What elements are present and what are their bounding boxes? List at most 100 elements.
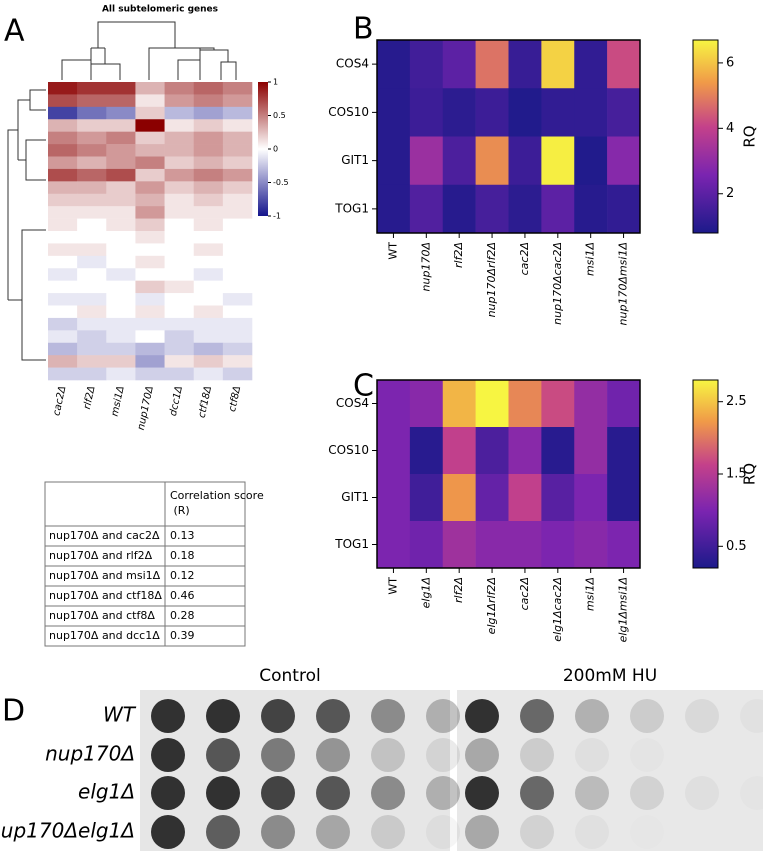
heatmap-cell xyxy=(475,184,509,234)
heatmap-cell xyxy=(77,131,107,145)
heatmap-cell xyxy=(48,181,78,195)
heatmap-cell xyxy=(541,380,575,428)
table-cell: nup170Δ and dcc1Δ xyxy=(49,629,160,642)
heatmap-cell xyxy=(164,330,195,344)
colony-spot xyxy=(206,699,240,733)
colony-spot xyxy=(206,776,240,810)
heatmap-cell xyxy=(48,193,78,207)
heatmap-cell xyxy=(135,168,165,182)
colony-spot xyxy=(630,776,664,810)
heatmap-cell xyxy=(222,342,253,356)
row-label: GIT1 xyxy=(341,153,369,167)
heatmap-cell xyxy=(377,136,411,186)
row-label: COS4 xyxy=(336,57,369,71)
heatmap-cell xyxy=(135,330,165,344)
table-cell: 0.12 xyxy=(170,569,195,582)
colony-spot xyxy=(426,738,460,772)
heatmap-cell xyxy=(541,136,575,186)
strain-label: elg1Δ xyxy=(78,780,135,804)
heatmap-cell xyxy=(77,119,107,132)
colony-spot xyxy=(520,776,554,810)
column-label: nup170Δ xyxy=(419,242,432,291)
heatmap-cell xyxy=(607,88,641,137)
heatmap-cell xyxy=(193,181,224,195)
heatmap-cell xyxy=(48,94,78,108)
heatmap-cell xyxy=(164,268,195,281)
heatmap-cell xyxy=(135,193,165,207)
heatmap-cell xyxy=(193,317,224,331)
heatmap-cell xyxy=(77,330,107,344)
heatmap-cell xyxy=(106,243,136,257)
heatmap-cell xyxy=(377,474,411,522)
heatmap-cell xyxy=(106,193,136,207)
table-cell: 0.18 xyxy=(170,549,195,562)
colorbar-tick-label: 4 xyxy=(726,121,734,136)
heatmap-cell xyxy=(77,317,107,331)
heatmap-cell xyxy=(574,40,608,89)
heatmap-cell xyxy=(377,88,411,137)
colorbar-tick-label: 1 xyxy=(273,78,278,87)
heatmap-cell xyxy=(48,305,78,319)
heatmap-cell xyxy=(48,156,78,170)
heatmap-cell xyxy=(135,268,165,281)
heatmap-cell xyxy=(193,280,224,294)
colony-spot xyxy=(261,776,295,810)
colony-spot xyxy=(371,815,405,849)
heatmap-cell xyxy=(193,94,224,108)
heatmap-cell xyxy=(77,305,107,319)
colony-spot xyxy=(520,815,554,849)
heatmap-cell xyxy=(574,136,608,186)
colony-spot xyxy=(465,815,499,849)
heatmap-cell xyxy=(193,144,224,157)
heatmap-cell xyxy=(135,243,165,257)
colony-spot xyxy=(520,738,554,772)
heatmap-cell xyxy=(541,427,575,475)
heatmap-cell xyxy=(77,268,107,281)
row-label: COS4 xyxy=(336,396,369,410)
heatmap-cell xyxy=(135,342,165,356)
heatmap-cell xyxy=(135,156,165,170)
heatmap-cell xyxy=(77,293,107,306)
heatmap-cell xyxy=(106,144,136,157)
condition-label: 200mM HU xyxy=(563,666,657,686)
colony-spot xyxy=(151,815,185,849)
column-label: cac2Δ xyxy=(51,385,68,417)
heatmap-cell xyxy=(409,136,444,186)
colorbar-tick-label: 6 xyxy=(726,55,734,70)
heatmap-cell xyxy=(135,280,165,294)
heatmap-cell xyxy=(377,380,411,428)
condition-label: Control xyxy=(259,666,320,686)
heatmap-cell xyxy=(409,184,444,234)
column-label: elg1Δ xyxy=(419,577,432,608)
heatmap-cell xyxy=(106,231,136,244)
heatmap-cell xyxy=(222,268,253,281)
heatmap-cell xyxy=(48,255,78,269)
table-header: Correlation score (R) xyxy=(170,489,264,517)
heatmap-cell xyxy=(164,367,195,381)
heatmap-cell xyxy=(135,293,165,306)
heatmap-cell xyxy=(106,156,136,170)
heatmap-cell xyxy=(377,521,411,569)
heatmap-cell xyxy=(48,106,78,120)
colorbar-tick-label: 0.5 xyxy=(726,539,747,554)
heatmap-cell xyxy=(508,40,542,89)
heatmap-cell xyxy=(164,243,195,257)
colony-spot xyxy=(371,699,405,733)
heatmap-cell xyxy=(607,474,641,522)
heatmap-cell xyxy=(135,82,165,95)
heatmap-cell xyxy=(409,88,444,137)
heatmap-cell xyxy=(193,255,224,269)
heatmap-cell xyxy=(48,231,78,244)
heatmap-cell xyxy=(106,106,136,120)
heatmap-cell xyxy=(442,427,476,475)
plate xyxy=(457,690,763,851)
heatmap-cell xyxy=(106,206,136,219)
column-label: nup170Δrlf2Δ xyxy=(485,242,498,317)
column-label: cac2Δ xyxy=(518,242,531,275)
colony-spot xyxy=(630,738,664,772)
heatmap-cell xyxy=(106,355,136,368)
heatmap-cell xyxy=(164,94,195,108)
heatmap-cell xyxy=(135,231,165,244)
heatmap-cell xyxy=(48,218,78,232)
heatmap-cell xyxy=(77,156,107,170)
